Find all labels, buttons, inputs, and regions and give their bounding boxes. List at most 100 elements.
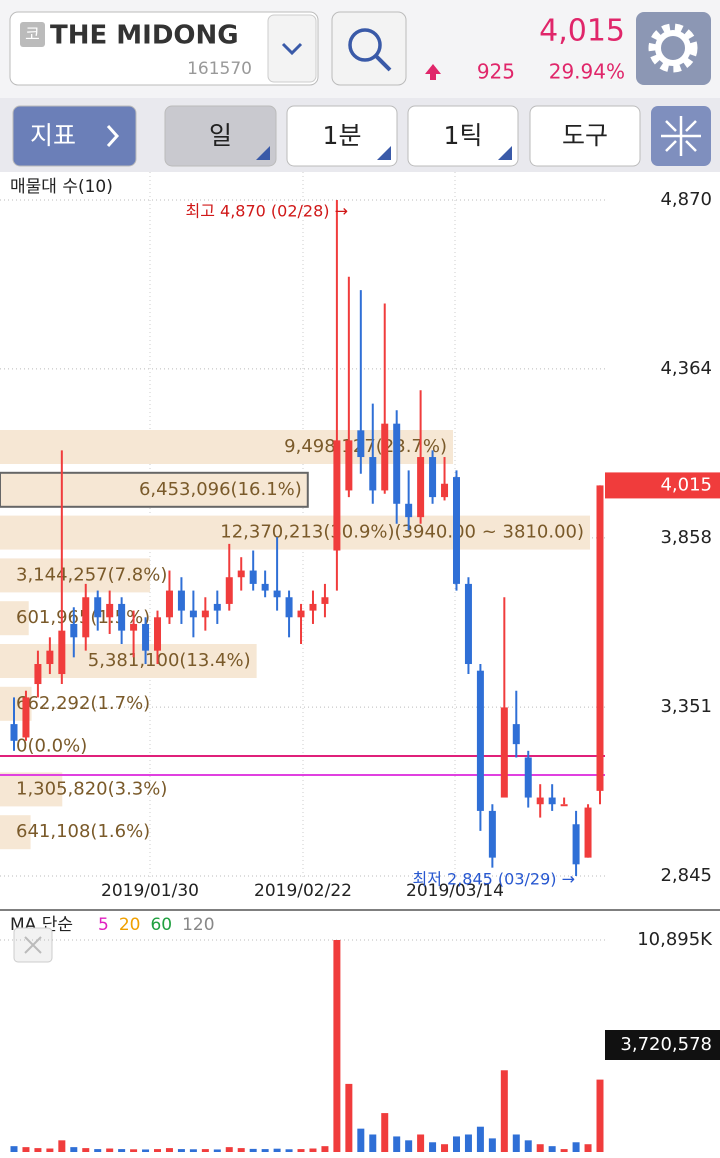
volume-bar (213, 1149, 221, 1152)
profile-label: 12,370,213(30.9%)(3940.00 ~ 3810.00) (220, 522, 584, 543)
volume-bar (512, 1134, 520, 1152)
volume-bar (154, 1149, 162, 1152)
date-label: 2019/01/30 (101, 881, 199, 901)
candle-body (70, 623, 78, 638)
candle-body (177, 590, 185, 611)
candle-body (309, 603, 317, 611)
candle-body (441, 483, 449, 498)
y-tick-label: 4,870 (660, 189, 712, 210)
candle-body (417, 457, 425, 518)
toolbar-button[interactable] (407, 105, 519, 167)
toolbar-button[interactable] (529, 105, 641, 167)
current-volume-label: 3,720,578 (620, 1034, 712, 1055)
candle-body (118, 603, 126, 631)
stock-name: THE MIDONG (50, 21, 239, 51)
candle-body (273, 590, 281, 598)
code-badge-text: 코 (25, 25, 40, 44)
volume-bar (524, 1140, 532, 1152)
candle-body (106, 603, 114, 618)
candle-body (225, 577, 233, 604)
profile-label: 1,305,820(3.3%) (16, 778, 167, 799)
toolbar-button[interactable] (286, 105, 398, 167)
dropdown-button[interactable] (267, 14, 317, 83)
toolbar-button[interactable] (164, 105, 277, 167)
profile-label: 662,292(1.7%) (16, 693, 150, 714)
y-tick-label: 4,364 (660, 358, 712, 379)
y-tick-label: 3,351 (660, 696, 712, 717)
dropdown-corner (377, 146, 391, 160)
profile-label: 5,381,100(13.4%) (88, 650, 251, 671)
volume-bar (94, 1149, 102, 1152)
candle-body (94, 597, 102, 618)
candle-body (405, 503, 413, 518)
volume-bar (417, 1134, 425, 1152)
volume-bar (58, 1140, 66, 1152)
high-label: 최고 4,870 (02/28) → (185, 202, 348, 221)
volume-bar (357, 1128, 365, 1152)
candle-body (500, 707, 508, 798)
volume-bar (273, 1148, 281, 1152)
profile-title: 매물대 수(10) (10, 177, 113, 197)
y-tick-label: 2,845 (660, 865, 712, 886)
volume-bar (22, 1147, 30, 1152)
current-volume-tag (605, 1030, 720, 1060)
volume-bar (476, 1126, 484, 1152)
current-price-label: 4,015 (660, 474, 712, 495)
ma-period: 20 (119, 915, 141, 935)
ma-period: 5 (98, 915, 109, 935)
change-pct: 29.94% (549, 60, 625, 84)
volume-bar (130, 1149, 138, 1152)
volume-bar (393, 1136, 401, 1152)
up-arrow (425, 64, 441, 74)
volume-bar (177, 1149, 185, 1152)
chevron (281, 42, 303, 56)
volume-bar (321, 1146, 329, 1152)
volume-bar (441, 1144, 449, 1152)
volume-bar (548, 1146, 556, 1152)
volume-bar (452, 1136, 460, 1152)
candle-body (429, 457, 437, 498)
toolbar-label: 도구 (562, 121, 608, 150)
search-button[interactable] (331, 11, 407, 86)
candle-body (237, 570, 245, 578)
candle-body (512, 724, 520, 745)
profile-label: 0(0.0%) (16, 736, 87, 757)
candle-body (285, 597, 293, 618)
gear-icon (655, 30, 691, 66)
toolbar-button[interactable] (12, 105, 137, 167)
volume-bar (345, 1083, 353, 1152)
candle-body (488, 810, 496, 858)
candle-body (201, 610, 209, 618)
candle-body (393, 423, 401, 504)
volume-bar (500, 1070, 508, 1152)
volume-bar (118, 1149, 126, 1152)
volume-bar (249, 1148, 257, 1152)
volume-bar (34, 1148, 42, 1152)
candle-body (536, 797, 544, 805)
candle-body (297, 610, 305, 618)
toolbar: 지표 일 1분 1틱 도구 (12, 105, 641, 167)
volume-bar (10, 1146, 18, 1152)
settings-button[interactable] (636, 12, 711, 85)
candle-body (213, 603, 221, 611)
up-arrow (430, 73, 436, 80)
volume-bar (285, 1149, 293, 1152)
volume-bar (309, 1148, 317, 1152)
candle-body (321, 597, 329, 604)
profile-bar (0, 430, 454, 464)
candle-body (189, 610, 197, 618)
volume-bar (225, 1147, 233, 1152)
candle-body (572, 824, 580, 865)
y-tick-label: 3,858 (660, 527, 712, 548)
volume-bar (165, 1148, 173, 1152)
volume-bar (333, 940, 341, 1152)
candle-body (58, 630, 66, 675)
candle-body (34, 664, 42, 685)
volume-bar (560, 1149, 568, 1152)
toolbar-label: 1틱 (444, 121, 483, 150)
profile-bar (0, 815, 31, 850)
candle-body (22, 697, 30, 738)
dropdown-corner (256, 146, 270, 160)
stock-box[interactable] (9, 11, 319, 86)
